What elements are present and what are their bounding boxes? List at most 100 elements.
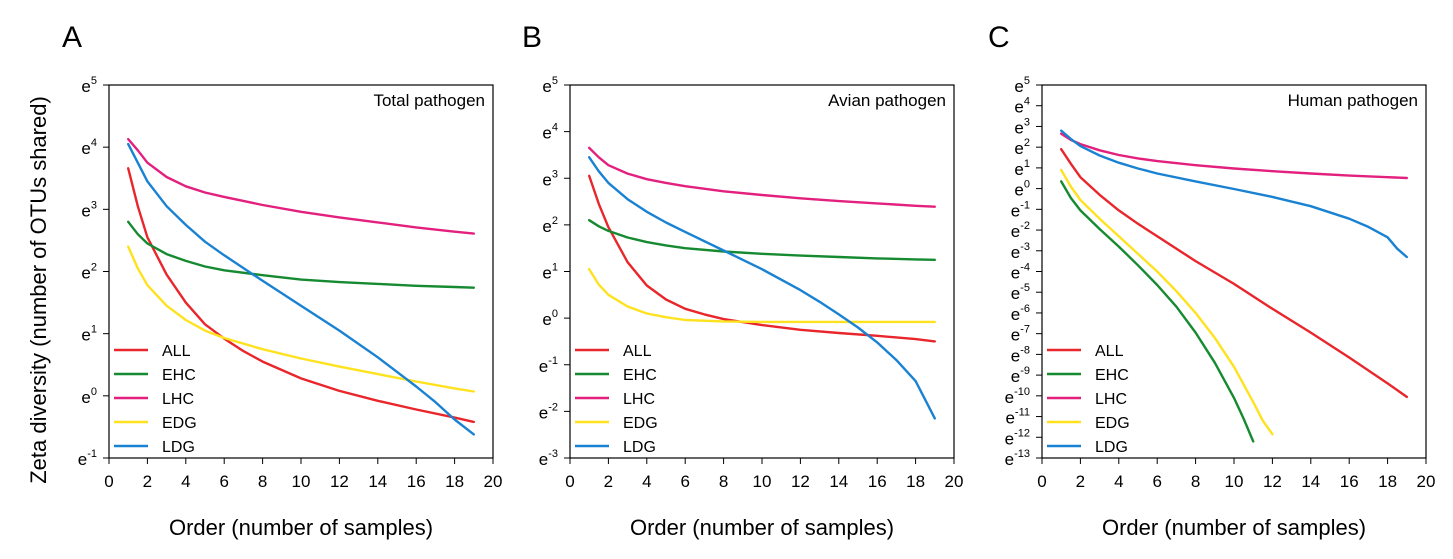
chart-2: C 0 2 4 6 8 10 12 14 16 18 20 e-13e-12e-11e-10e-9e-8… [988, 21, 1435, 540]
chart-2-panel-label: C [988, 21, 1010, 54]
chart-1-x-axis-title: Order (number of samples) [630, 515, 894, 540]
chart-0-x-tick-label: 2 [143, 472, 152, 491]
chart-1-legend-label-all: ALL [623, 343, 652, 360]
chart-1-y-tick-label: e3 [542, 168, 558, 189]
chart-0: A 0 2 4 6 8 10 12 14 16 18 20 e-1 e0 e1 e2 e3 e4 e5 Order (… [62, 21, 502, 540]
chart-0-y-tick-label: e0 [81, 386, 97, 407]
chart-1-series-ehc-line [588, 219, 936, 261]
chart-2-y-tick-label: e5 [1014, 75, 1030, 96]
chart-1-x-tick-label: 14 [829, 472, 848, 491]
chart-2-y-tick-label: e-9 [1011, 365, 1030, 386]
chart-2-y-tick-label: e0 [1014, 179, 1030, 200]
chart-0-x-tick-label: 8 [258, 472, 267, 491]
chart-0-x-tick-label: 4 [181, 472, 190, 491]
chart-1-series-all-line [588, 174, 936, 343]
chart-1-panel-label: B [522, 21, 542, 54]
chart-1-x-tick-label: 0 [565, 472, 574, 491]
chart-0-y-tick-label: e5 [81, 75, 97, 96]
chart-1-legend-label-ehc: EHC [623, 367, 657, 384]
chart-0-legend-label-all: ALL [162, 343, 191, 360]
chart-2-x-tick-label: 16 [1340, 472, 1359, 491]
chart-2-y-tick-label: e-12 [1005, 427, 1030, 448]
chart-1-x-tick-label: 2 [604, 472, 613, 491]
chart-1-y-tick-label: e5 [542, 75, 558, 96]
chart-1-series-edg-line [588, 268, 936, 324]
chart-1-legend-label-lhc: LHC [623, 391, 655, 408]
chart-2-series-ehc-line [1060, 180, 1255, 443]
chart-1-y-tick-label: e-2 [539, 401, 558, 422]
chart-2-legend-label-edg: EDG [1095, 415, 1130, 432]
chart-1-y-tick-label: e1 [542, 262, 558, 283]
chart-1-y-tick-label: e-1 [539, 355, 558, 376]
chart-0-series-ldg-line [126, 142, 475, 436]
chart-2-series-all-line [1060, 148, 1408, 399]
chart-1: B 0 2 4 6 8 10 12 14 16 18 20 e-3 e-2 e-1 e0 e1 e2 e3 e4 e5 O… [522, 21, 963, 540]
chart-0-x-tick-label: 20 [484, 472, 503, 491]
chart-1-x-tick-label: 20 [945, 472, 964, 491]
chart-1-x-tick-label: 6 [680, 472, 689, 491]
chart-2-x-tick-label: 8 [1191, 472, 1200, 491]
chart-2-x-tick-label: 10 [1225, 472, 1244, 491]
chart-2-y-tick-label: e4 [1014, 96, 1030, 117]
chart-0-x-tick-label: 0 [104, 472, 113, 491]
chart-2-legend-label-all: ALL [1095, 343, 1124, 360]
chart-0-x-tick-label: 18 [445, 472, 464, 491]
chart-2-y-tick-label: e-13 [1005, 448, 1030, 469]
chart-1-x-tick-label: 4 [642, 472, 651, 491]
chart-2-x-tick-label: 2 [1076, 472, 1085, 491]
chart-2-x-tick-label: 18 [1378, 472, 1397, 491]
chart-2-x-tick-label: 14 [1301, 472, 1320, 491]
chart-2-y-tick-label: e-6 [1011, 303, 1030, 324]
chart-2-legend-label-lhc: LHC [1095, 391, 1127, 408]
chart-0-legend-label-ldg: LDG [162, 439, 195, 456]
chart-1-x-tick-label: 16 [868, 472, 887, 491]
chart-2-y-tick-label: e-2 [1011, 220, 1030, 241]
chart-1-x-tick-label: 12 [791, 472, 810, 491]
chart-0-y-tick-label: e1 [81, 324, 97, 345]
chart-2-series-ldg-line [1060, 129, 1408, 259]
chart-2-y-tick-label: e-10 [1005, 386, 1030, 407]
chart-2-x-tick-label: 6 [1152, 472, 1161, 491]
chart-2-y-tick-label: e-7 [1011, 324, 1030, 345]
chart-2-y-tick-label: e-8 [1011, 344, 1030, 365]
chart-1-y-tick-label: e-3 [539, 448, 558, 469]
chart-2-legend-label-ehc: EHC [1095, 367, 1129, 384]
chart-1-series-lhc-line [588, 146, 936, 208]
chart-2-series-edg-line [1060, 168, 1274, 436]
chart-0-y-tick-label: e-1 [78, 448, 97, 469]
chart-0-series-all-line [126, 167, 475, 424]
chart-2-series-lhc-line [1060, 132, 1408, 180]
chart-1-x-tick-label: 8 [719, 472, 728, 491]
chart-2-x-tick-label: 12 [1263, 472, 1282, 491]
chart-2-y-tick-label: e1 [1014, 158, 1030, 179]
chart-0-x-tick-label: 10 [292, 472, 311, 491]
chart-0-legend-label-lhc: LHC [162, 391, 194, 408]
chart-0-panel-label: A [62, 21, 82, 54]
chart-1-series-ldg-line [588, 156, 936, 420]
chart-0-series-ehc-line [126, 220, 475, 289]
chart-1-y-tick-label: e4 [542, 122, 558, 143]
chart-1-title: Avian pathogen [828, 91, 946, 110]
chart-0-title: Total pathogen [373, 91, 485, 110]
chart-1-legend-label-edg: EDG [623, 415, 658, 432]
figure-y-axis-title: Zeta diversity (number of OTUs shared) [26, 96, 51, 484]
chart-2-y-tick-label: e-4 [1011, 262, 1030, 283]
chart-1-y-tick-label: e2 [542, 215, 558, 236]
chart-2-y-tick-label: e3 [1014, 116, 1030, 137]
chart-2-y-tick-label: e-5 [1011, 282, 1030, 303]
chart-0-y-tick-label: e2 [81, 262, 97, 283]
chart-2-y-tick-label: e-3 [1011, 241, 1030, 262]
chart-1-x-tick-label: 18 [906, 472, 925, 491]
chart-2-title: Human pathogen [1288, 91, 1418, 110]
chart-1-y-tick-label: e0 [542, 308, 558, 329]
chart-2-legend-label-ldg: LDG [1095, 439, 1128, 456]
chart-1-legend-label-ldg: LDG [623, 439, 656, 456]
chart-0-legend-label-ehc: EHC [162, 367, 196, 384]
chart-1-x-tick-label: 10 [753, 472, 772, 491]
chart-2-y-tick-label: e-1 [1011, 199, 1030, 220]
chart-0-x-tick-label: 14 [368, 472, 387, 491]
chart-0-y-tick-label: e3 [81, 199, 97, 220]
chart-2-y-tick-label: e2 [1014, 137, 1030, 158]
chart-0-x-tick-label: 16 [407, 472, 426, 491]
